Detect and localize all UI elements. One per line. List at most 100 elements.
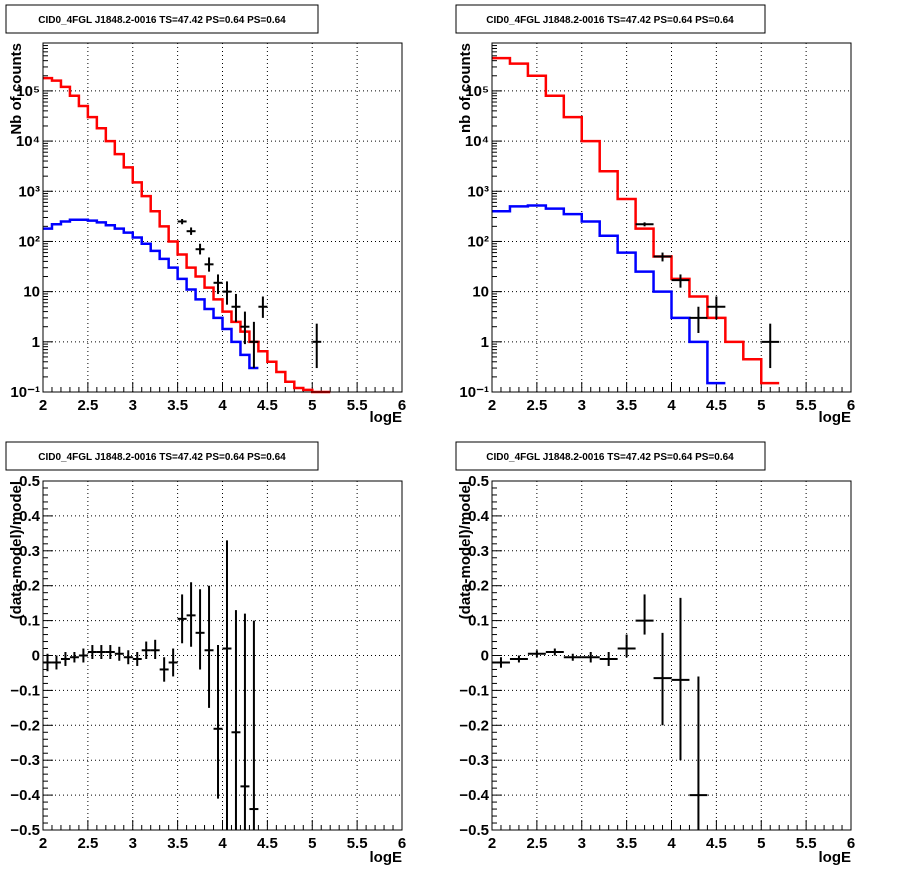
data-point <box>492 657 510 668</box>
data-point <box>213 645 223 799</box>
data-point <box>51 655 61 670</box>
y-tick-label: −0.4 <box>10 787 40 804</box>
x-tick-label: 3.5 <box>616 397 637 414</box>
chart-panel-bottom-left: CID0_4FGL J1848.2-0016 TS=47.42 PS=0.64 … <box>5 441 406 866</box>
data-point <box>141 641 151 659</box>
x-tick-label: 4.5 <box>257 397 278 414</box>
y-axis-label: (data-model)/model <box>457 481 474 619</box>
y-tick-label: 0.2 <box>468 578 489 595</box>
data-point <box>707 296 726 320</box>
data-point <box>231 293 241 322</box>
plot-area <box>43 43 402 392</box>
y-tick-label: 10 <box>472 284 489 301</box>
plot-frame <box>42 480 403 831</box>
data-point <box>132 652 142 666</box>
data-point <box>69 652 79 663</box>
x-tick-label: 3 <box>129 397 137 414</box>
data-point <box>114 646 124 661</box>
data-points <box>177 219 322 369</box>
data-point <box>186 582 196 647</box>
data-point <box>177 219 187 225</box>
data-point <box>96 645 106 659</box>
data-point <box>671 597 690 761</box>
data-point <box>689 306 708 333</box>
data-point <box>177 594 187 644</box>
data-point <box>186 227 196 235</box>
data-point <box>635 594 654 635</box>
data-point <box>168 648 178 677</box>
x-tick-label: 2 <box>39 397 47 414</box>
tick-labels: 2 2.5 3 3.5 4 4.5 5 5.5 6 10⁻¹ 1 10 10² 10³ 10⁴ 10⁵ <box>459 83 855 414</box>
y-tick-label: −0.2 <box>10 717 40 734</box>
data-point <box>689 676 708 830</box>
x-tick-label: 6 <box>398 397 406 414</box>
histogram-series-source <box>43 218 259 370</box>
data-point <box>195 243 205 255</box>
x-tick-label: 2.5 <box>526 835 547 852</box>
histogram-series-total <box>43 76 331 394</box>
x-tick-label: 5.5 <box>347 397 368 414</box>
x-tick-label: 4 <box>667 397 676 414</box>
plot-area <box>492 481 851 830</box>
tick-labels: 2 2.5 3 3.5 4 4.5 5 5.5 6 10⁻¹ 1 10 10² 10³ 10⁴ 10⁵ <box>10 83 406 414</box>
data-point <box>563 653 582 661</box>
x-tick-label: 3.5 <box>616 835 637 852</box>
tick-labels: 2 2.5 3 3.5 4 4.5 5 5.5 6 −0.5 −0.4 −0.3 −0.2 −0.1 0 0.… <box>10 473 406 852</box>
x-axis-label: logE <box>819 409 852 426</box>
y-tick-label: 10² <box>18 233 40 250</box>
data-point <box>249 620 259 830</box>
data-point <box>545 648 564 656</box>
y-tick-label: −0.3 <box>459 752 489 769</box>
y-tick-label: −0.5 <box>10 822 40 839</box>
data-point <box>204 585 214 708</box>
data-point <box>249 321 259 369</box>
data-point <box>240 613 250 830</box>
y-tick-label: −0.5 <box>459 822 489 839</box>
x-tick-label: 4 <box>218 397 227 414</box>
tick-labels: 2 2.5 3 3.5 4 4.5 5 5.5 6 −0.5 −0.4 −0.3 −0.2 −0.1 0 0.… <box>459 473 855 852</box>
y-tick-label: 10⁻¹ <box>10 384 40 401</box>
y-tick-label: 0.5 <box>19 473 40 490</box>
data-point <box>222 281 232 305</box>
data-point <box>581 652 600 663</box>
data-point <box>240 311 250 345</box>
chart-panel-top-left: CID0_4FGL J1848.2-0016 TS=47.42 PS=0.64 … <box>5 4 406 426</box>
data-point <box>43 653 52 672</box>
data-point <box>653 632 672 726</box>
data-point <box>312 323 322 369</box>
histogram-series-source <box>492 204 726 385</box>
plot-frame <box>491 480 852 831</box>
x-tick-label: 6 <box>398 835 406 852</box>
y-tick-label: −0.1 <box>459 682 489 699</box>
data-point <box>105 645 115 659</box>
plot-frame <box>491 42 852 393</box>
x-tick-label: 2.5 <box>77 835 98 852</box>
y-tick-label: 0.3 <box>468 543 489 560</box>
y-tick-label: −0.1 <box>10 682 40 699</box>
y-tick-label: 0 <box>481 648 489 665</box>
x-tick-label: 2.5 <box>77 397 98 414</box>
x-tick-label: 4.5 <box>706 835 727 852</box>
x-tick-label: 6 <box>847 835 855 852</box>
data-point <box>258 296 268 318</box>
y-tick-label: 10² <box>467 233 489 250</box>
y-tick-label: 10³ <box>18 183 40 200</box>
y-tick-label: 1 <box>481 334 489 351</box>
data-point <box>222 540 232 830</box>
x-tick-label: 5 <box>757 397 765 414</box>
data-points <box>635 222 780 369</box>
data-point <box>617 634 636 658</box>
data-point <box>527 650 546 658</box>
x-tick-label: 5 <box>308 835 316 852</box>
data-point <box>671 274 690 288</box>
y-tick-label: 0.2 <box>19 578 40 595</box>
y-tick-label: −0.3 <box>10 752 40 769</box>
x-tick-label: 4.5 <box>257 835 278 852</box>
x-axis-label: logE <box>370 409 403 426</box>
title-box <box>5 4 319 34</box>
data-point <box>204 257 214 272</box>
y-axis-label: (data-model)/model <box>8 481 25 619</box>
plot-area <box>492 43 851 392</box>
chart-title: CID0_4FGL J1848.2-0016 TS=47.42 PS=0.64 … <box>486 452 734 463</box>
data-point <box>78 648 88 663</box>
